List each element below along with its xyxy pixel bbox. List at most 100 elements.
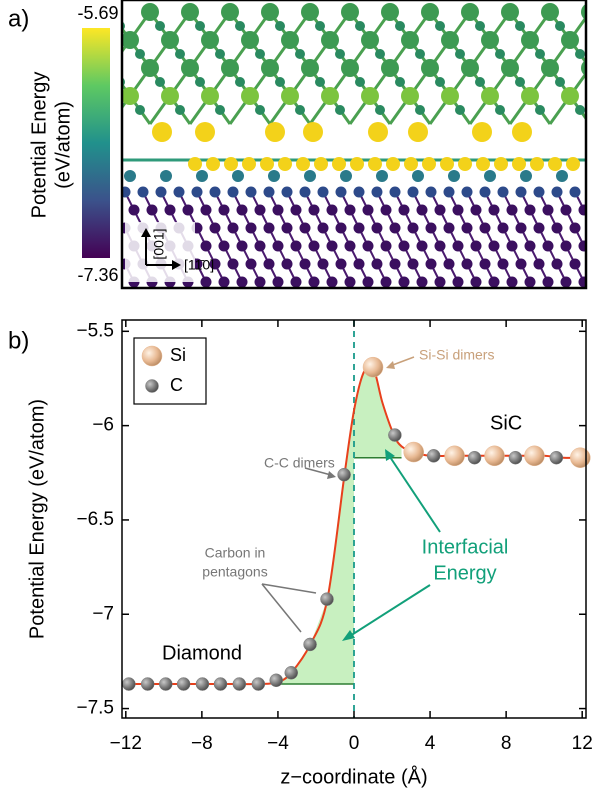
- atom: [301, 3, 319, 21]
- atom: [458, 157, 472, 171]
- atom: [354, 187, 365, 198]
- atom: [135, 49, 145, 59]
- atom: [475, 77, 485, 87]
- atom: [192, 187, 203, 198]
- atom: [501, 59, 519, 77]
- atom: [390, 223, 401, 234]
- bond: [590, 12, 607, 40]
- point: [304, 638, 317, 651]
- panel-label: a): [8, 5, 29, 32]
- atom: [363, 205, 374, 216]
- y-tick-label: −7.5: [76, 698, 114, 719]
- annotation: Interfacial: [422, 536, 509, 558]
- atom: [340, 170, 352, 182]
- legend-label: C: [170, 375, 183, 395]
- atom: [354, 259, 365, 270]
- atom: [282, 223, 293, 234]
- annotation: pentagons: [202, 564, 267, 580]
- atom: [260, 157, 274, 171]
- atom: [210, 223, 221, 234]
- atom: [426, 223, 437, 234]
- atom: [440, 157, 454, 171]
- atom: [476, 157, 490, 171]
- atom: [368, 122, 388, 142]
- point: [388, 429, 401, 442]
- y-tick-label: −5.5: [76, 320, 114, 341]
- atom: [275, 21, 285, 31]
- atom: [375, 105, 385, 115]
- point: [177, 678, 190, 691]
- atom: [295, 105, 305, 115]
- atom: [201, 277, 212, 288]
- atom: [404, 157, 418, 171]
- atom: [516, 187, 527, 198]
- atom: [381, 59, 399, 77]
- atom: [291, 241, 302, 252]
- atom: [441, 31, 459, 49]
- atom: [498, 187, 509, 198]
- atom: [381, 205, 392, 216]
- atom: [221, 59, 239, 77]
- atom: [175, 49, 185, 59]
- atom: [441, 87, 459, 105]
- annotation: SiC: [490, 412, 522, 434]
- atom: [444, 187, 455, 198]
- atom: [386, 157, 400, 171]
- atom: [435, 277, 446, 288]
- atom: [535, 49, 545, 59]
- atom: [417, 205, 428, 216]
- atom: [273, 241, 284, 252]
- atom: [521, 31, 539, 49]
- atom: [315, 21, 325, 31]
- atom: [575, 105, 585, 115]
- atom: [376, 170, 388, 182]
- atom: [401, 87, 419, 105]
- atom: [372, 187, 383, 198]
- annotation-arrowhead: [327, 471, 336, 479]
- atom: [261, 59, 279, 77]
- point: [509, 451, 522, 464]
- atom: [363, 277, 374, 288]
- atom: [489, 241, 500, 252]
- atom: [495, 49, 505, 59]
- atom: [318, 223, 329, 234]
- atom: [215, 49, 225, 59]
- atom: [265, 122, 285, 142]
- atom: [327, 205, 338, 216]
- atom: [228, 223, 239, 234]
- atom: [453, 241, 464, 252]
- atom: [498, 259, 509, 270]
- atom: [372, 223, 383, 234]
- annotation: Energy: [433, 562, 496, 584]
- atom: [426, 259, 437, 270]
- atom: [507, 277, 518, 288]
- y-tick-label: −6.5: [76, 509, 114, 530]
- atom: [489, 205, 500, 216]
- atom: [525, 277, 536, 288]
- atom: [237, 241, 248, 252]
- atom: [282, 187, 293, 198]
- annotation-arrow: [262, 584, 316, 593]
- atom: [481, 31, 499, 49]
- atom: [215, 105, 225, 115]
- annotation-arrow: [350, 585, 430, 636]
- atom: [417, 241, 428, 252]
- atom: [335, 49, 345, 59]
- atom: [484, 170, 496, 182]
- point: [122, 678, 135, 691]
- atom: [435, 77, 445, 87]
- atom: [480, 187, 491, 198]
- atom: [255, 241, 266, 252]
- atom: [415, 105, 425, 115]
- point: [570, 448, 590, 468]
- atom: [161, 87, 179, 105]
- atom: [408, 223, 419, 234]
- point: [196, 678, 209, 691]
- annotation: C-C dimers: [264, 455, 335, 471]
- atom: [321, 31, 339, 49]
- atom: [155, 21, 165, 31]
- atom: [595, 77, 605, 87]
- atom: [350, 157, 364, 171]
- atom: [543, 205, 554, 216]
- atom: [246, 259, 257, 270]
